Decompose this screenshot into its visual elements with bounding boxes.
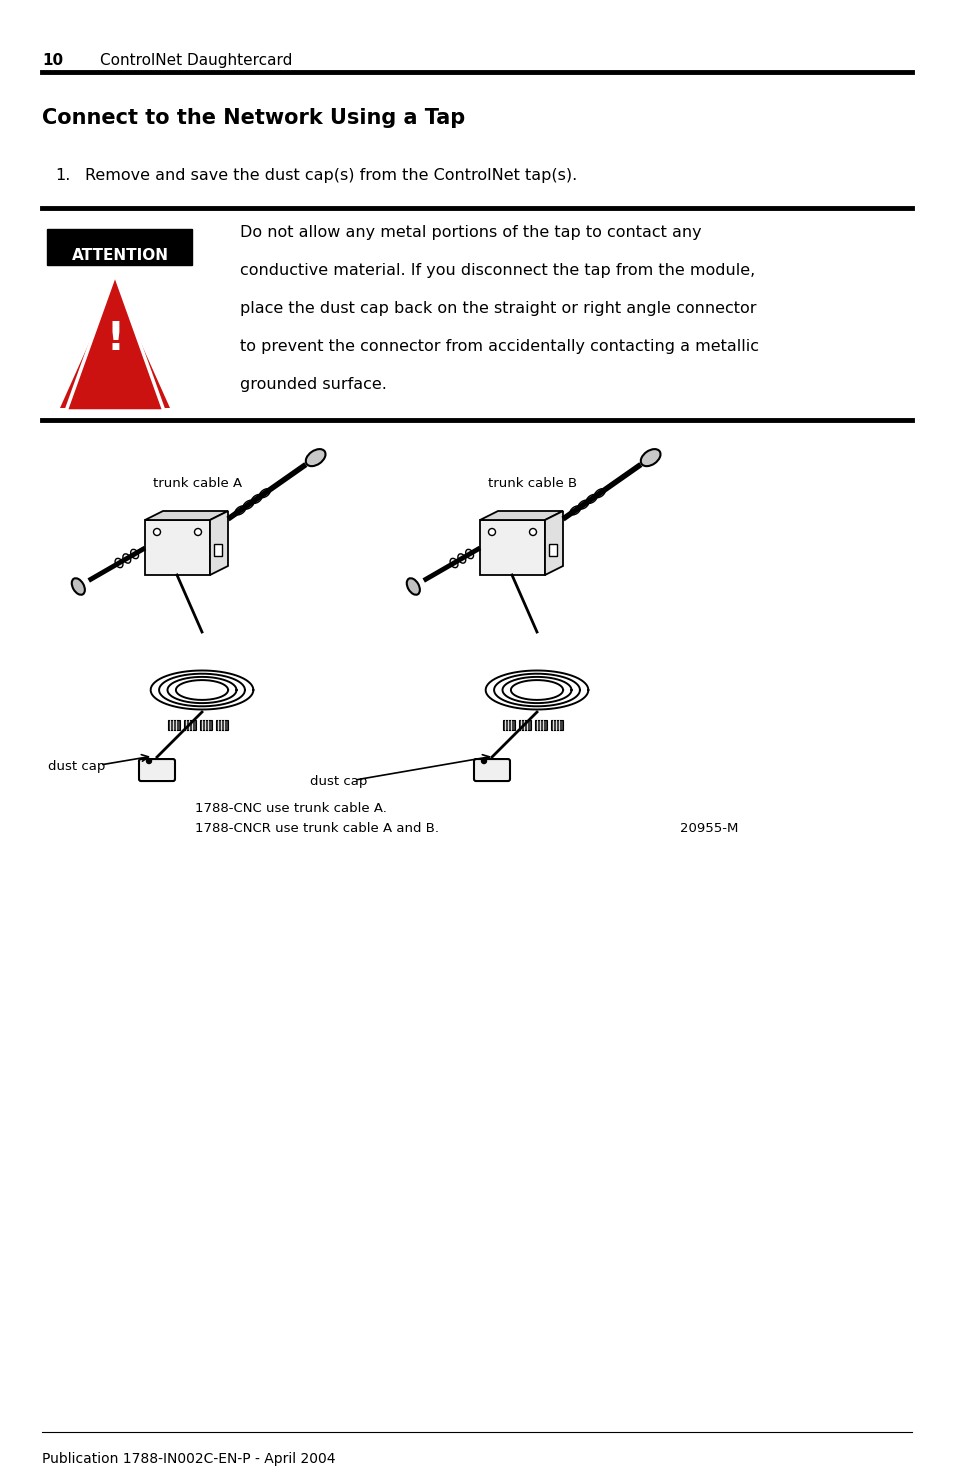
FancyBboxPatch shape xyxy=(47,229,192,266)
Text: trunk cable B: trunk cable B xyxy=(488,476,577,490)
Text: 1788-CNC use trunk cable A.: 1788-CNC use trunk cable A. xyxy=(194,802,387,816)
FancyBboxPatch shape xyxy=(551,720,562,730)
FancyBboxPatch shape xyxy=(474,760,510,782)
Ellipse shape xyxy=(578,500,588,509)
Text: Remove and save the dust cap(s) from the ControlNet tap(s).: Remove and save the dust cap(s) from the… xyxy=(85,168,577,183)
Text: trunk cable A: trunk cable A xyxy=(152,476,242,490)
Ellipse shape xyxy=(406,578,419,594)
Ellipse shape xyxy=(465,549,473,559)
Text: Do not allow any metal portions of the tap to contact any: Do not allow any metal portions of the t… xyxy=(240,226,700,240)
FancyBboxPatch shape xyxy=(184,720,195,730)
Text: 1788-CNCR use trunk cable A and B.: 1788-CNCR use trunk cable A and B. xyxy=(194,822,438,835)
FancyBboxPatch shape xyxy=(535,720,546,730)
Polygon shape xyxy=(145,510,228,521)
Text: dust cap: dust cap xyxy=(310,774,367,788)
Polygon shape xyxy=(145,521,210,575)
FancyBboxPatch shape xyxy=(200,720,212,730)
Ellipse shape xyxy=(569,506,580,515)
Ellipse shape xyxy=(131,549,138,559)
Ellipse shape xyxy=(71,578,85,594)
Ellipse shape xyxy=(123,553,131,563)
FancyBboxPatch shape xyxy=(215,720,228,730)
Polygon shape xyxy=(479,510,562,521)
Text: ControlNet Daughtercard: ControlNet Daughtercard xyxy=(100,53,292,68)
Circle shape xyxy=(481,758,486,764)
FancyBboxPatch shape xyxy=(139,760,174,782)
Ellipse shape xyxy=(243,500,253,509)
Ellipse shape xyxy=(259,488,270,497)
Ellipse shape xyxy=(234,506,245,515)
Ellipse shape xyxy=(457,553,465,563)
FancyBboxPatch shape xyxy=(213,544,222,556)
Circle shape xyxy=(194,528,201,535)
Ellipse shape xyxy=(306,448,325,466)
Ellipse shape xyxy=(450,559,457,568)
Polygon shape xyxy=(66,274,164,412)
Text: ATTENTION: ATTENTION xyxy=(71,248,169,263)
FancyBboxPatch shape xyxy=(502,720,515,730)
Circle shape xyxy=(153,528,160,535)
Polygon shape xyxy=(60,285,170,409)
Polygon shape xyxy=(210,510,228,575)
Text: 10: 10 xyxy=(42,53,63,68)
FancyBboxPatch shape xyxy=(168,720,180,730)
Ellipse shape xyxy=(586,494,597,503)
Ellipse shape xyxy=(640,448,659,466)
FancyBboxPatch shape xyxy=(518,720,531,730)
FancyBboxPatch shape xyxy=(548,544,557,556)
Text: 20955-M: 20955-M xyxy=(679,822,738,835)
Text: to prevent the connector from accidentally contacting a metallic: to prevent the connector from accidental… xyxy=(240,339,759,354)
Polygon shape xyxy=(479,521,544,575)
Circle shape xyxy=(488,528,495,535)
Text: grounded surface.: grounded surface. xyxy=(240,378,387,392)
Text: !: ! xyxy=(106,320,124,358)
Circle shape xyxy=(529,528,536,535)
Text: dust cap: dust cap xyxy=(48,760,105,773)
Ellipse shape xyxy=(251,494,262,503)
Polygon shape xyxy=(544,510,562,575)
Text: Connect to the Network Using a Tap: Connect to the Network Using a Tap xyxy=(42,108,465,128)
Text: 1.: 1. xyxy=(55,168,71,183)
Ellipse shape xyxy=(594,488,604,497)
Text: Publication 1788-IN002C-EN-P - April 2004: Publication 1788-IN002C-EN-P - April 200… xyxy=(42,1451,335,1466)
Text: conductive material. If you disconnect the tap from the module,: conductive material. If you disconnect t… xyxy=(240,263,755,277)
Circle shape xyxy=(147,758,152,764)
Text: place the dust cap back on the straight or right angle connector: place the dust cap back on the straight … xyxy=(240,301,756,316)
Ellipse shape xyxy=(115,559,123,568)
